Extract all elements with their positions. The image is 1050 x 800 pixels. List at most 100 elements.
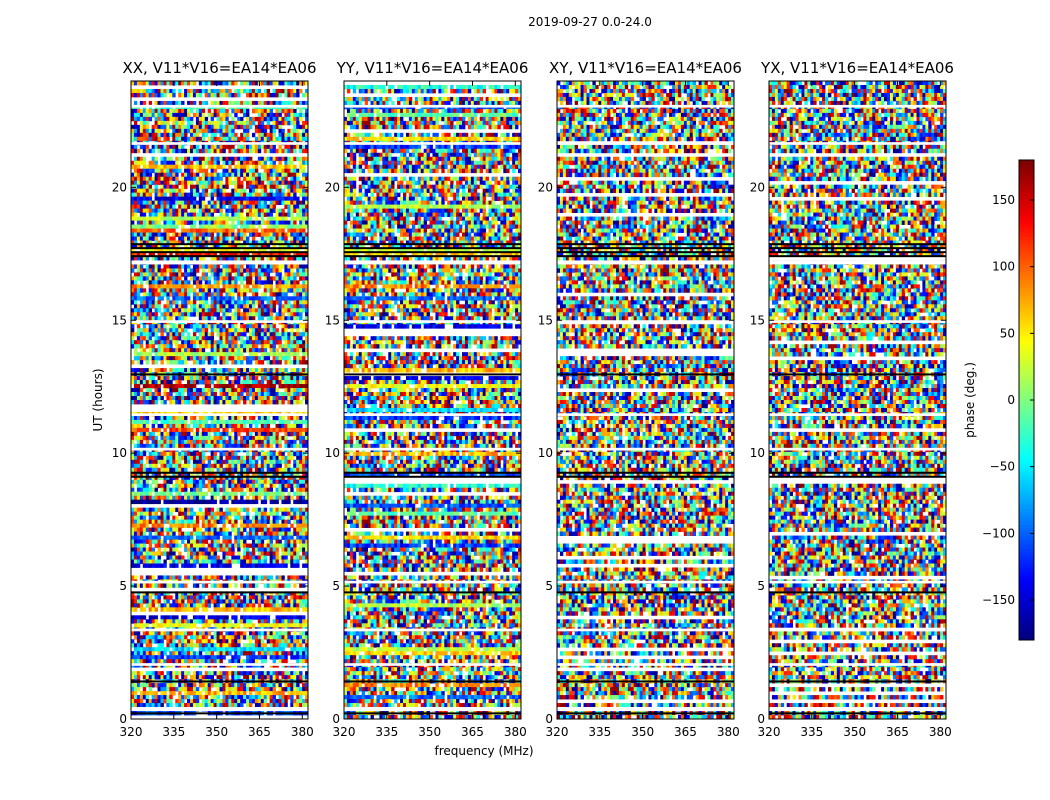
- phase-cell: [154, 100, 158, 106]
- phase-cell: [234, 332, 238, 337]
- phase-cell: [133, 471, 138, 477]
- phase-cell: [142, 316, 147, 321]
- phase-cell: [249, 380, 253, 385]
- phase-cell: [222, 256, 226, 261]
- phase-cell: [195, 419, 200, 425]
- phase-cell: [201, 392, 206, 397]
- phase-cell: [257, 312, 262, 317]
- phase-cell: [210, 208, 214, 213]
- phase-cell: [231, 192, 235, 198]
- phase-cell: [172, 475, 176, 481]
- phase-cell: [181, 208, 185, 213]
- phase-cell: [169, 124, 173, 130]
- phase-cell: [249, 459, 253, 465]
- phase-cell: [296, 344, 300, 349]
- phase-cell: [237, 196, 241, 202]
- phase-cell: [263, 392, 268, 397]
- phase-cell: [145, 415, 150, 421]
- phase-cell: [169, 204, 173, 209]
- phase-cell: [198, 431, 203, 437]
- phase-cell: [275, 392, 279, 397]
- phase-cell: [195, 268, 200, 273]
- phase-cell: [131, 419, 135, 425]
- phase-cell: [190, 415, 194, 421]
- phase-cell: [139, 228, 144, 233]
- phase-cell: [207, 248, 212, 253]
- phase-cell: [219, 116, 223, 122]
- phase-cell: [222, 204, 226, 209]
- phase-cell: [269, 400, 273, 405]
- phase-cell: [272, 116, 276, 122]
- phase-cell: [169, 156, 173, 162]
- phase-cell: [257, 400, 262, 405]
- phase-cell: [272, 396, 276, 401]
- phase-cell: [228, 451, 232, 457]
- phase-cell: [263, 236, 268, 241]
- phase-cell: [166, 439, 170, 445]
- phase-cell: [266, 380, 271, 385]
- phase-cell: [275, 240, 279, 245]
- phase-cell: [254, 463, 259, 469]
- phase-cell: [133, 232, 138, 237]
- phase-cell: [299, 368, 303, 373]
- phase-cell: [302, 136, 306, 142]
- phase-cell: [263, 172, 268, 178]
- phase-cell: [139, 81, 144, 86]
- phase-cell: [172, 471, 176, 477]
- phase-cell: [195, 132, 200, 138]
- phase-cell: [287, 136, 291, 142]
- phase-cell: [251, 288, 256, 293]
- phase-cell: [178, 236, 182, 241]
- phase-cell: [281, 180, 285, 186]
- phase-cell: [139, 120, 144, 126]
- phase-cell: [219, 332, 223, 337]
- phase-cell: [225, 264, 229, 269]
- phase-cell: [166, 224, 170, 229]
- phase-cell: [257, 108, 262, 114]
- phase-cell: [178, 324, 182, 329]
- phase-cell: [136, 459, 141, 465]
- phase-cell: [163, 384, 167, 389]
- phase-cell: [246, 236, 250, 241]
- phase-cell: [293, 136, 297, 142]
- phase-cell: [240, 396, 244, 401]
- phase-cell: [231, 435, 235, 441]
- phase-cell: [302, 427, 306, 433]
- phase-cell: [157, 168, 161, 174]
- phase-cell: [169, 459, 173, 465]
- phase-cell: [190, 352, 194, 357]
- phase-cell: [243, 427, 247, 433]
- phase-cell: [213, 236, 217, 241]
- phase-cell: [139, 160, 144, 166]
- phase-cell: [257, 192, 262, 198]
- phase-cell: [157, 176, 161, 182]
- phase-cell: [290, 451, 294, 457]
- phase-cell: [272, 300, 276, 305]
- phase-cell: [187, 180, 191, 186]
- phase-cell: [184, 376, 188, 381]
- phase-cell: [240, 252, 244, 257]
- phase-cell: [296, 264, 300, 269]
- phase-cell: [231, 124, 235, 130]
- phase-cell: [284, 348, 288, 353]
- phase-cell: [213, 124, 217, 130]
- phase-cell: [175, 332, 179, 337]
- phase-cell: [299, 144, 303, 150]
- phase-cell: [263, 332, 268, 337]
- phase-cell: [204, 427, 209, 433]
- phase-cell: [169, 388, 173, 393]
- phase-cell: [257, 160, 262, 166]
- phase-cell: [234, 439, 238, 445]
- phase-cell: [187, 81, 191, 86]
- phase-cell: [181, 431, 185, 437]
- phase-cell: [192, 248, 197, 253]
- phase-cell: [178, 328, 182, 333]
- phase-cell: [287, 340, 291, 345]
- phase-cell: [272, 276, 276, 281]
- phase-cell: [195, 380, 200, 385]
- phase-cell: [231, 360, 235, 365]
- phase-cell: [154, 316, 158, 321]
- phase-cell: [287, 284, 291, 289]
- phase-cell: [142, 116, 147, 122]
- phase-cell: [145, 316, 150, 321]
